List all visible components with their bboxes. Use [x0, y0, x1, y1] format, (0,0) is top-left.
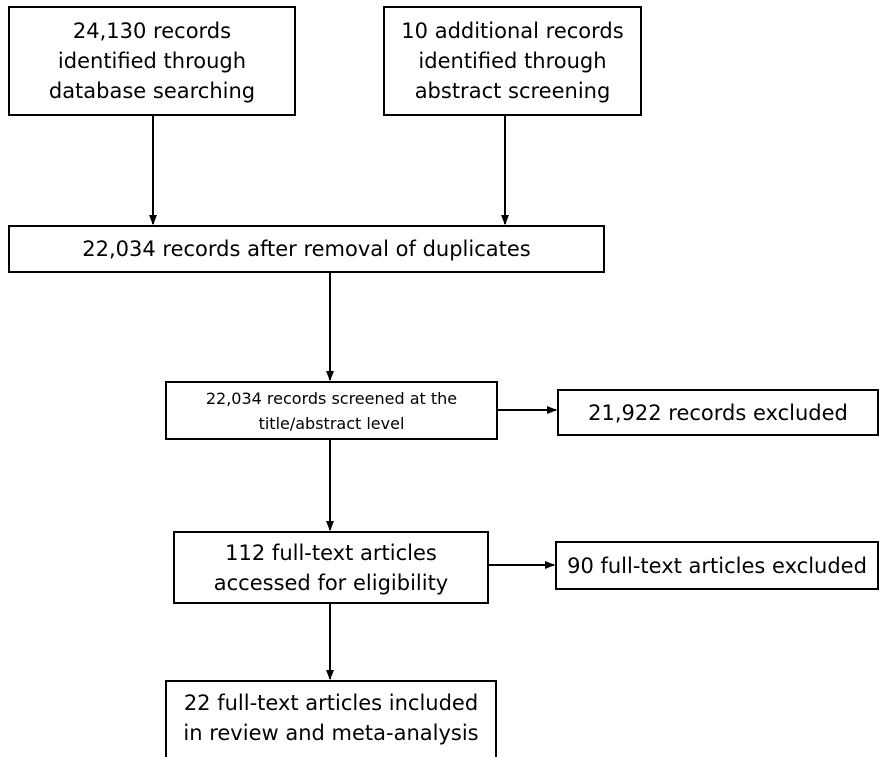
node-text: 90 full-text articles excluded — [567, 553, 867, 578]
node-box: 10 additional records identified through a… — [383, 6, 642, 116]
node-box: 24,130 records identified through database… — [8, 6, 296, 116]
node-text: 112 full-text articles — [225, 540, 437, 565]
node-text: abstract screening — [414, 79, 611, 103]
node-text: 10 additional records — [401, 19, 624, 43]
node-text: title/abstract level — [258, 413, 405, 433]
node-text: 22 full-text articles included — [183, 691, 479, 715]
node-text: identified through — [57, 49, 247, 73]
node-box: 22,034 records after removal of duplicat… — [8, 225, 605, 273]
node-box: 112 full-text articles accessed for eligi… — [173, 531, 489, 604]
node-text: in review and meta-analysis — [183, 721, 479, 745]
node-text: 21,922 records excluded — [588, 400, 848, 425]
node-text: accessed for eligibility — [213, 570, 449, 595]
node-text: 24,130 records — [72, 19, 232, 43]
node-box: 22 full-text articles included in review … — [165, 680, 497, 757]
node-box: 90 full-text articles excluded — [555, 541, 879, 590]
node-box: 21,922 records excluded — [557, 389, 879, 436]
node-text: 22,034 records screened at the — [205, 388, 458, 408]
node-text: identified through — [418, 49, 607, 73]
node-box: 22,034 records screened at the title/abst… — [165, 381, 498, 440]
node-text: database searching — [48, 79, 256, 103]
node-text: 22,034 records after removal of duplicat… — [82, 237, 531, 261]
